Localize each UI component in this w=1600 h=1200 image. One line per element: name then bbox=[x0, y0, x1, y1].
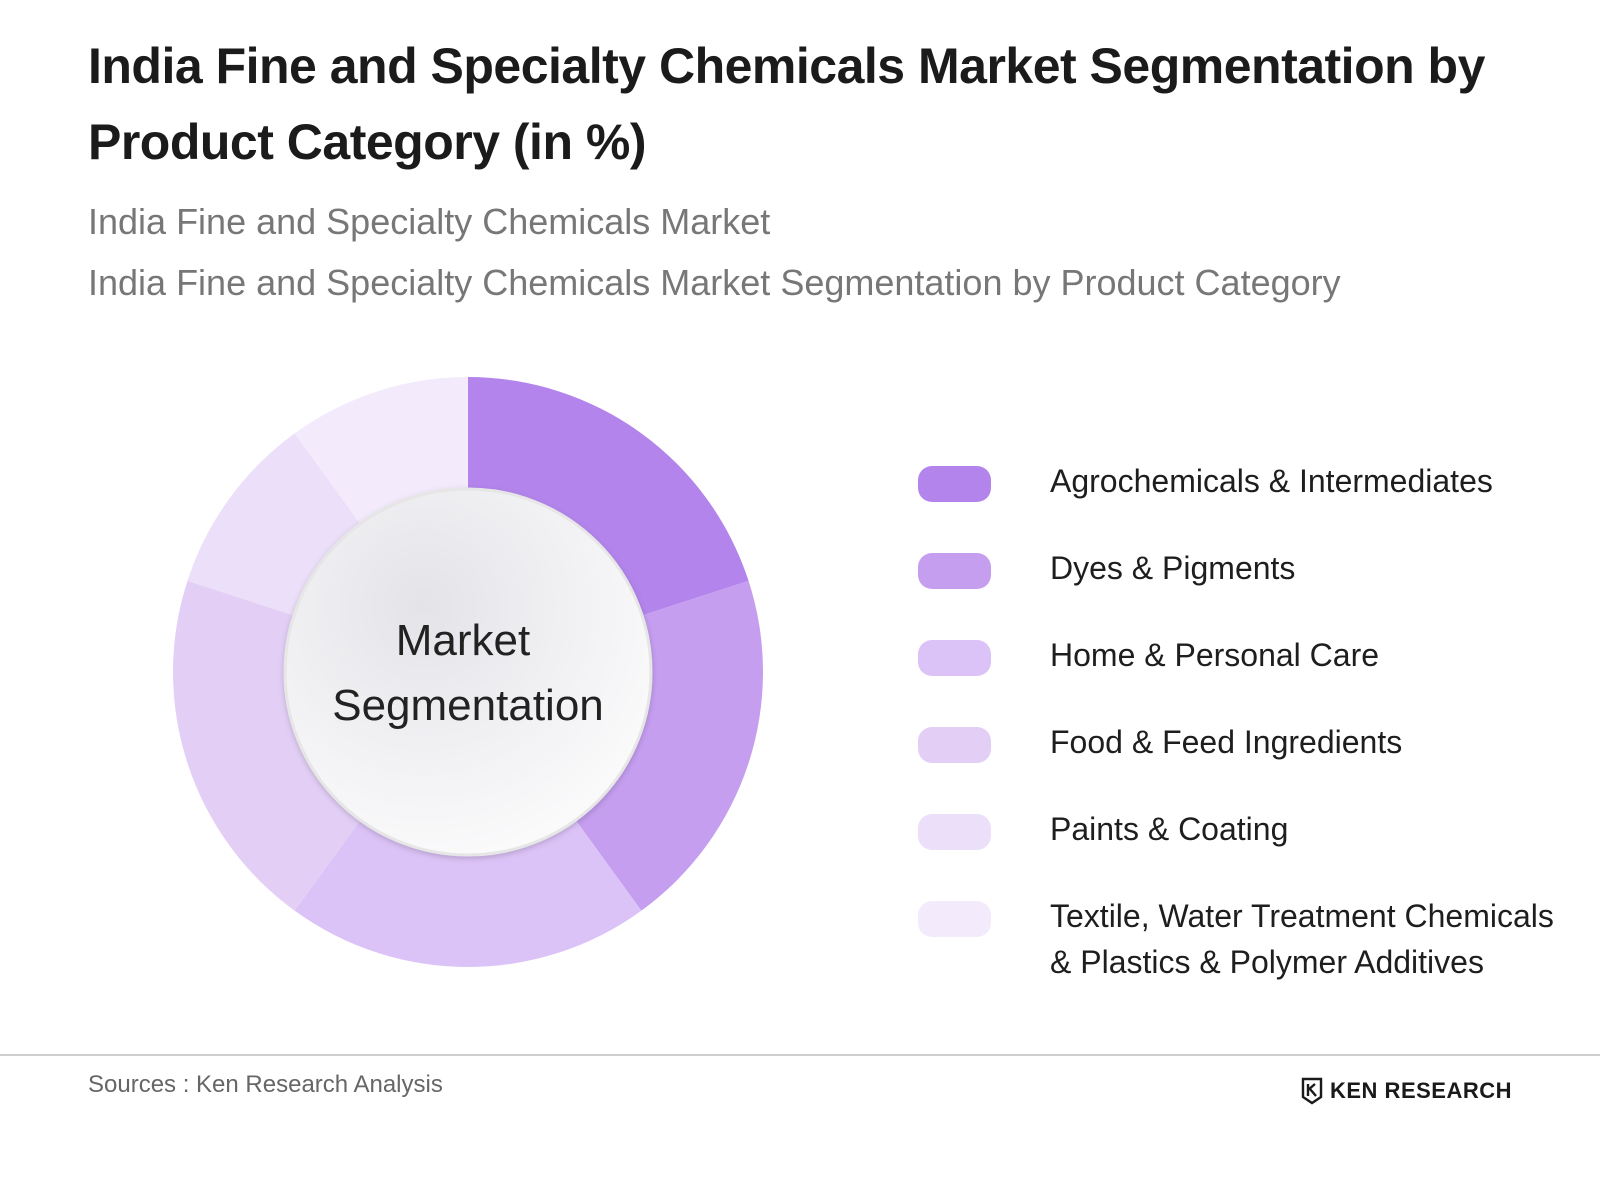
donut-center-disc bbox=[283, 487, 653, 857]
legend-label-paints-coating: Paints & Coating bbox=[1050, 811, 1289, 847]
legend-item-dyes-pigments: Dyes & Pigments bbox=[918, 545, 1598, 632]
legend-item-food-feed: Food & Feed Ingredients bbox=[918, 719, 1598, 806]
source-note: Sources : Ken Research Analysis bbox=[88, 1071, 443, 1098]
subtitle-market: India Fine and Specialty Chemicals Marke… bbox=[88, 201, 771, 242]
donut-slice-1 bbox=[468, 377, 749, 620]
legend-label-textile-line-2: & Plastics & Polymer Additives bbox=[1050, 944, 1484, 980]
legend-item-paints-coating: Paints & Coating bbox=[918, 806, 1598, 893]
legend: Agrochemicals & Intermediates Dyes & Pig… bbox=[918, 458, 1598, 1003]
donut-slices bbox=[173, 377, 764, 967]
legend-label-dyes-pigments: Dyes & Pigments bbox=[1050, 550, 1296, 586]
subtitle-segmentation: India Fine and Specialty Chemicals Marke… bbox=[88, 262, 1341, 303]
legend-swatch bbox=[918, 640, 991, 676]
legend-swatch bbox=[918, 553, 991, 589]
legend-item-home-personal-care: Home & Personal Care bbox=[918, 632, 1598, 719]
legend-item-agrochemicals: Agrochemicals & Intermediates bbox=[918, 458, 1598, 545]
legend-label-food-feed: Food & Feed Ingredients bbox=[1050, 724, 1403, 760]
legend-item-textile-water-plastics: Textile, Water Treatment Chemicals & Pla… bbox=[918, 893, 1598, 1003]
footer-divider bbox=[0, 1054, 1600, 1056]
brand-logo: KEN RESEARCH bbox=[1300, 1076, 1512, 1106]
donut-slice-2 bbox=[567, 580, 764, 911]
legend-label-home-personal-care: Home & Personal Care bbox=[1050, 637, 1380, 673]
center-label-line-2: Segmentation bbox=[332, 681, 604, 730]
center-label-line-1: Market bbox=[396, 616, 530, 665]
chart-title: India Fine and Specialty Chemicals Marke… bbox=[88, 38, 1485, 170]
legend-swatch bbox=[918, 466, 991, 502]
legend-swatch bbox=[918, 901, 991, 937]
brand-name: KEN RESEARCH bbox=[1330, 1078, 1513, 1103]
ken-research-logo-icon bbox=[1301, 1077, 1323, 1105]
donut-slice-4 bbox=[173, 580, 369, 911]
legend-swatch bbox=[918, 814, 991, 850]
legend-swatch bbox=[918, 727, 991, 763]
donut-slice-3 bbox=[294, 809, 642, 967]
legend-label-textile-line-1: Textile, Water Treatment Chemicals bbox=[1050, 898, 1554, 934]
legend-label-agrochemicals: Agrochemicals & Intermediates bbox=[1050, 463, 1493, 499]
